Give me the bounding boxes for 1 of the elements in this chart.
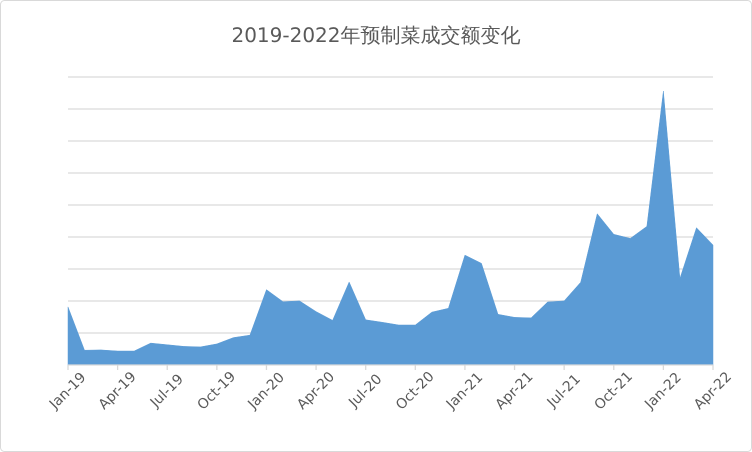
chart-title: 2019-2022年预制菜成交额变化 — [231, 23, 521, 47]
